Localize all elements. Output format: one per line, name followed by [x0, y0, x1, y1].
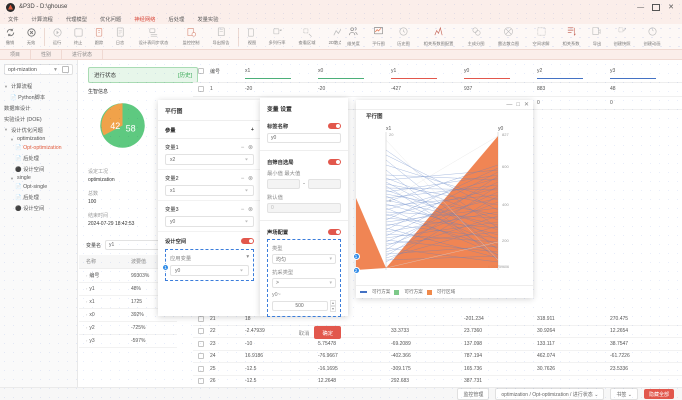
svg-text:827: 827 — [502, 132, 509, 137]
svg-text:42: 42 — [110, 121, 120, 131]
svg-text:58: 58 — [126, 123, 136, 133]
svg-text:600: 600 — [502, 164, 509, 169]
svg-text:20: 20 — [389, 132, 394, 137]
svg-text:400: 400 — [502, 202, 509, 207]
svg-text:200: 200 — [502, 238, 509, 243]
